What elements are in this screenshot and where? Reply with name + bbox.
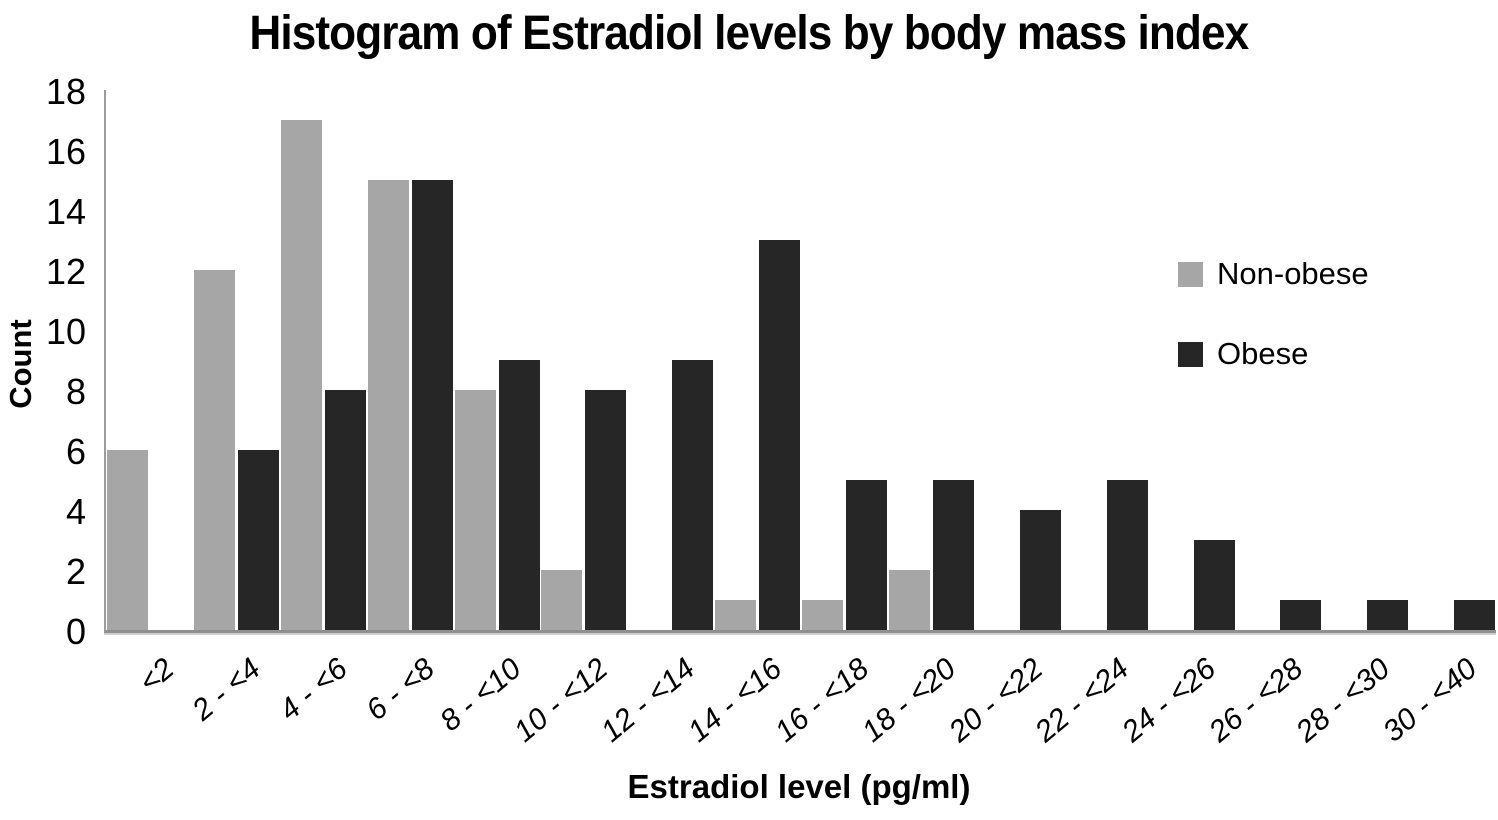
x-axis-title: Estradiol level (pg/ml): [627, 768, 971, 805]
y-tick-label: 10: [45, 311, 86, 352]
legend-swatch-obese: [1178, 341, 1203, 367]
bar-non-obese: [454, 390, 496, 630]
y-tick-label: 16: [45, 131, 86, 172]
bar-obese: [237, 450, 279, 630]
legend-label-non-obese: Non-obese: [1217, 256, 1369, 291]
y-tick-label: 12: [45, 251, 86, 292]
bar-non-obese: [541, 570, 583, 630]
bar-obese: [1106, 480, 1148, 630]
y-tick-label: 0: [65, 611, 86, 652]
bar-obese: [672, 360, 714, 630]
bar-obese: [932, 480, 974, 630]
bar-obese: [324, 390, 366, 630]
y-tick-label: 8: [65, 371, 86, 412]
y-tick-label: 14: [45, 191, 86, 232]
y-tick-label: 18: [45, 71, 86, 112]
bar-non-obese: [280, 120, 322, 630]
legend-swatch-non-obese: [1178, 261, 1203, 287]
bar-obese: [498, 360, 540, 630]
bar-obese: [585, 390, 627, 630]
bar-obese: [1367, 600, 1409, 630]
bar-non-obese: [367, 180, 409, 630]
bar-non-obese: [802, 600, 843, 630]
legend-label-obese: Obese: [1217, 336, 1309, 371]
y-tick-label: 2: [65, 551, 86, 592]
y-tick-label: 4: [65, 491, 86, 532]
bar-obese: [1454, 600, 1496, 630]
bar-obese: [1280, 600, 1322, 630]
legend-entry-obese: Obese: [1178, 330, 1369, 378]
y-tick-label: 6: [65, 431, 86, 472]
bar-non-obese: [193, 270, 235, 630]
bar-obese: [411, 180, 453, 630]
bar-non-obese: [888, 570, 930, 630]
bar-obese: [1019, 510, 1061, 630]
legend-entry-non-obese: Non-obese: [1178, 250, 1369, 298]
bar-non-obese: [715, 600, 757, 630]
chart-title: Histogram of Estradiol levels by body ma…: [249, 7, 1250, 60]
bar-obese: [846, 480, 887, 630]
plot-area: [104, 90, 1496, 633]
bar-obese: [759, 240, 801, 630]
bar-obese: [1193, 540, 1235, 630]
legend: Non-obese Obese: [1178, 250, 1369, 410]
bar-non-obese: [107, 450, 148, 630]
